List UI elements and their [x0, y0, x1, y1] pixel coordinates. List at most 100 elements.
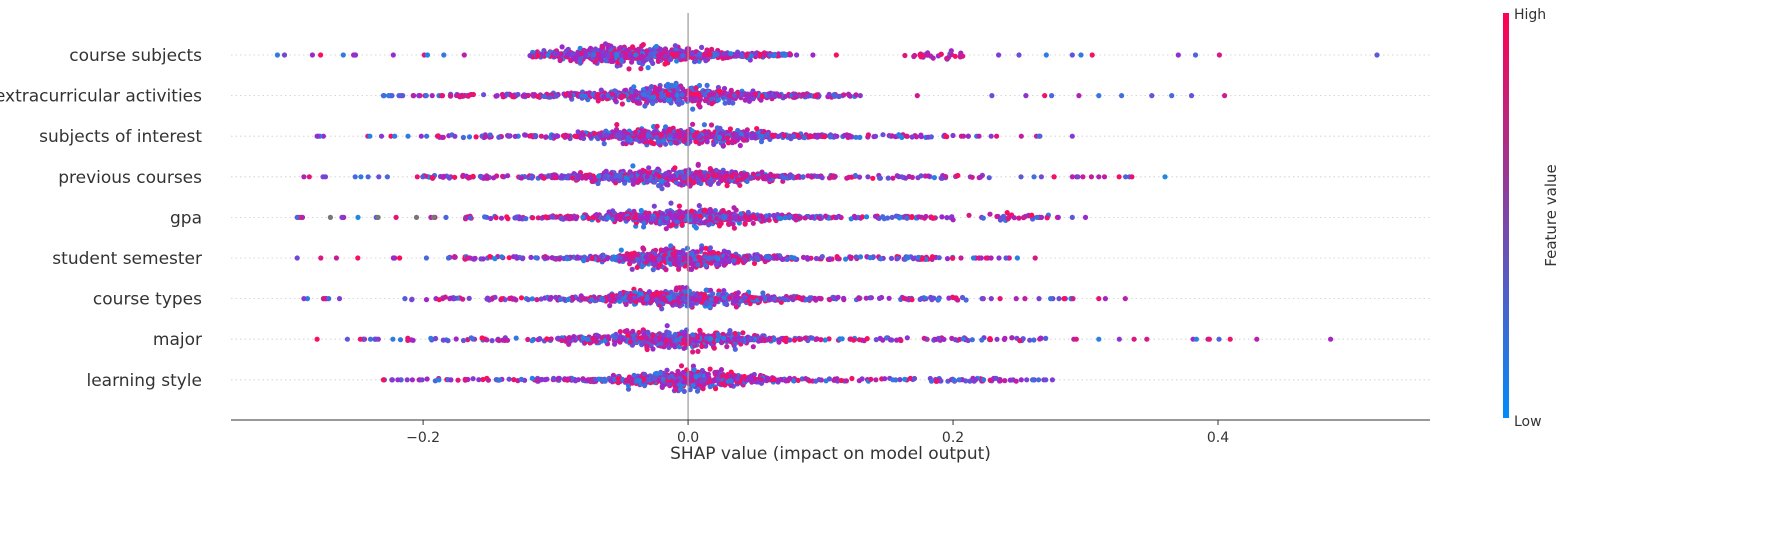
data-point: [641, 91, 647, 98]
data-point: [605, 93, 611, 99]
data-point: [492, 256, 498, 262]
data-point: [648, 57, 654, 64]
data-point: [457, 94, 463, 100]
data-point: [829, 174, 835, 180]
data-point: [697, 133, 703, 139]
data-point: [727, 126, 734, 132]
data-point: [543, 214, 549, 220]
data-point: [912, 52, 918, 59]
data-point: [1000, 213, 1007, 219]
data-point: [681, 295, 687, 301]
data-point: [816, 214, 822, 221]
data-point: [339, 214, 345, 220]
data-point-outlier: [301, 174, 307, 180]
data-point: [384, 174, 390, 180]
data-point: [702, 207, 708, 213]
data-point: [541, 93, 547, 99]
data-point: [564, 52, 570, 58]
data-point: [505, 173, 511, 179]
data-point: [443, 214, 449, 220]
data-point: [673, 179, 679, 186]
data-point: [622, 53, 629, 59]
data-point: [1013, 296, 1019, 302]
data-point: [970, 255, 977, 261]
data-point: [753, 91, 759, 97]
data-point: [460, 134, 466, 141]
data-point: [890, 175, 896, 181]
data-point: [693, 85, 699, 91]
data-point: [853, 254, 859, 260]
data-point: [917, 296, 923, 302]
data-point: [416, 93, 422, 99]
data-point: [729, 174, 735, 180]
data-point: [722, 51, 729, 57]
data-point: [696, 102, 702, 108]
data-point: [499, 254, 505, 260]
data-point: [641, 58, 647, 64]
data-point: [498, 215, 505, 221]
data-point: [533, 255, 539, 261]
data-point: [674, 58, 680, 64]
data-point: [847, 134, 853, 140]
data-point: [943, 133, 949, 139]
data-point: [605, 255, 611, 261]
data-point: [566, 91, 573, 98]
data-point: [352, 52, 358, 58]
data-point: [513, 254, 519, 260]
data-point: [957, 54, 963, 60]
data-point: [644, 174, 650, 180]
data-point: [889, 214, 895, 220]
data-point: [1051, 174, 1057, 180]
data-point: [772, 93, 778, 100]
data-point: [482, 214, 488, 220]
data-point: [617, 255, 624, 261]
data-point: [547, 296, 553, 302]
data-point: [1038, 174, 1044, 180]
data-point: [635, 100, 641, 106]
data-point: [692, 132, 698, 138]
data-point: [528, 133, 535, 139]
data-point: [818, 296, 824, 302]
data-point: [793, 174, 800, 180]
data-point: [788, 294, 794, 300]
data-point: [550, 133, 556, 139]
data-point: [615, 172, 621, 179]
data-point: [538, 296, 544, 302]
data-point: [558, 51, 564, 57]
data-point: [488, 215, 494, 222]
data-point-outlier: [1149, 93, 1155, 99]
data-point: [493, 215, 499, 221]
data-point: [695, 348, 701, 354]
data-point: [612, 97, 618, 103]
data-point: [281, 52, 288, 58]
data-point: [636, 59, 642, 66]
data-point: [604, 132, 610, 138]
data-point: [646, 165, 652, 171]
data-point: [504, 91, 510, 97]
data-point: [722, 174, 729, 180]
data-point: [865, 174, 871, 180]
data-point: [667, 256, 673, 262]
data-point: [759, 133, 765, 139]
data-point: [628, 88, 634, 94]
data-point: [938, 175, 944, 181]
data-point: [979, 296, 985, 302]
data-point: [646, 289, 653, 295]
data-point: [914, 93, 920, 99]
data-point: [976, 133, 982, 139]
data-point: [715, 97, 722, 103]
data-point: [669, 51, 675, 57]
data-point: [739, 53, 746, 60]
data-point: [641, 224, 647, 230]
data-point-outlier: [1069, 174, 1075, 180]
data-point: [452, 254, 458, 260]
data-point: [852, 172, 859, 179]
data-point: [649, 295, 655, 301]
data-point: [1005, 216, 1011, 222]
data-point: [614, 216, 620, 222]
data-point: [665, 81, 671, 87]
data-point: [1088, 174, 1094, 180]
data-point: [791, 255, 797, 261]
data-point: [466, 295, 472, 301]
data-point: [429, 93, 435, 99]
